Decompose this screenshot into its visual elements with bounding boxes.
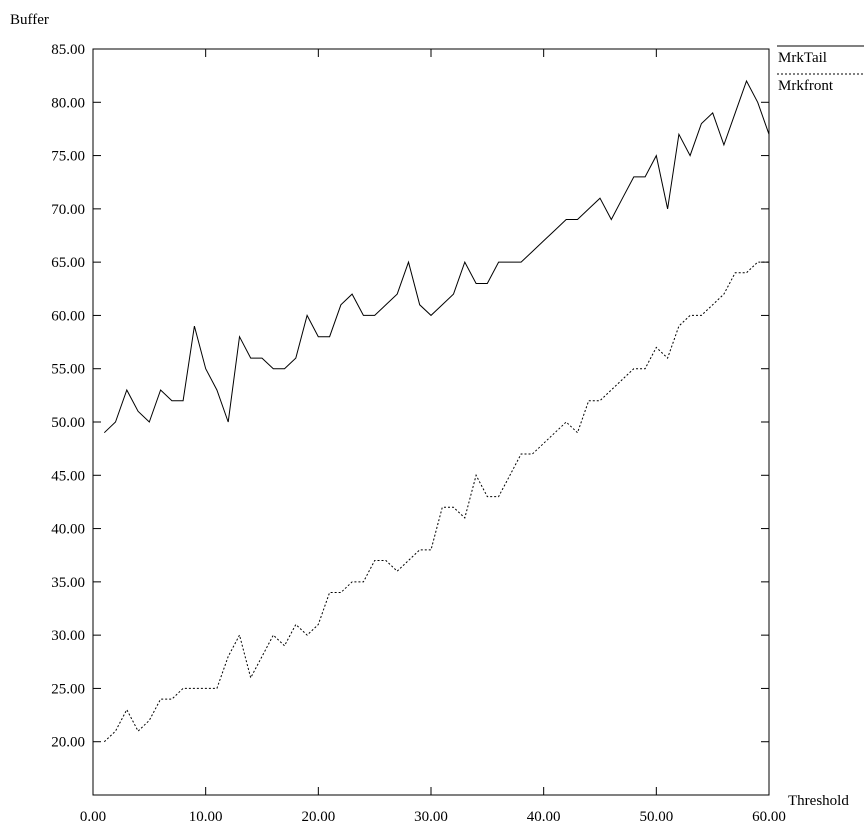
y-axis-label: Buffer bbox=[10, 12, 49, 28]
x-tick-label: 0.00 bbox=[80, 809, 106, 825]
legend: MrkTail Mrkfront bbox=[777, 45, 864, 94]
series-line-mrktail bbox=[103, 79, 770, 434]
y-tick-label: 55.00 bbox=[51, 362, 85, 378]
x-tick-label: 40.00 bbox=[527, 809, 561, 825]
x-tick-label: 10.00 bbox=[189, 809, 223, 825]
y-axis: 20.00 25.00 30.00 35.00 40.00 45.00 50.00 55.00… bbox=[51, 42, 769, 751]
y-tick-label: 40.00 bbox=[51, 522, 85, 538]
series-layer bbox=[103, 79, 770, 743]
y-tick-label: 50.00 bbox=[51, 415, 85, 431]
y-tick-label: 60.00 bbox=[51, 308, 85, 324]
y-tick-label: 20.00 bbox=[51, 735, 85, 751]
x-tick-label: 20.00 bbox=[301, 809, 335, 825]
y-tick-label: 45.00 bbox=[51, 468, 85, 484]
y-tick-label: 75.00 bbox=[51, 149, 85, 165]
x-tick-label: 50.00 bbox=[639, 809, 673, 825]
y-tick-label: 30.00 bbox=[51, 628, 85, 644]
y-tick-label: 80.00 bbox=[51, 95, 85, 111]
y-tick-label: 85.00 bbox=[51, 42, 85, 58]
series-line-mrkfront bbox=[103, 261, 769, 743]
x-tick-label: 60.00 bbox=[752, 809, 786, 825]
plot-area bbox=[92, 48, 770, 796]
x-axis: 0.00 10.00 20.00 30.00 40.00 50.00 60.00 bbox=[80, 49, 786, 825]
y-tick-label: 65.00 bbox=[51, 255, 85, 271]
y-tick-label: 35.00 bbox=[51, 575, 85, 591]
legend-label: MrkTail bbox=[778, 50, 827, 66]
x-axis-label: Threshold bbox=[788, 793, 849, 809]
legend-label: Mrkfront bbox=[778, 78, 834, 94]
x-tick-label: 30.00 bbox=[414, 809, 448, 825]
y-tick-label: 25.00 bbox=[51, 681, 85, 697]
y-tick-label: 70.00 bbox=[51, 202, 85, 218]
